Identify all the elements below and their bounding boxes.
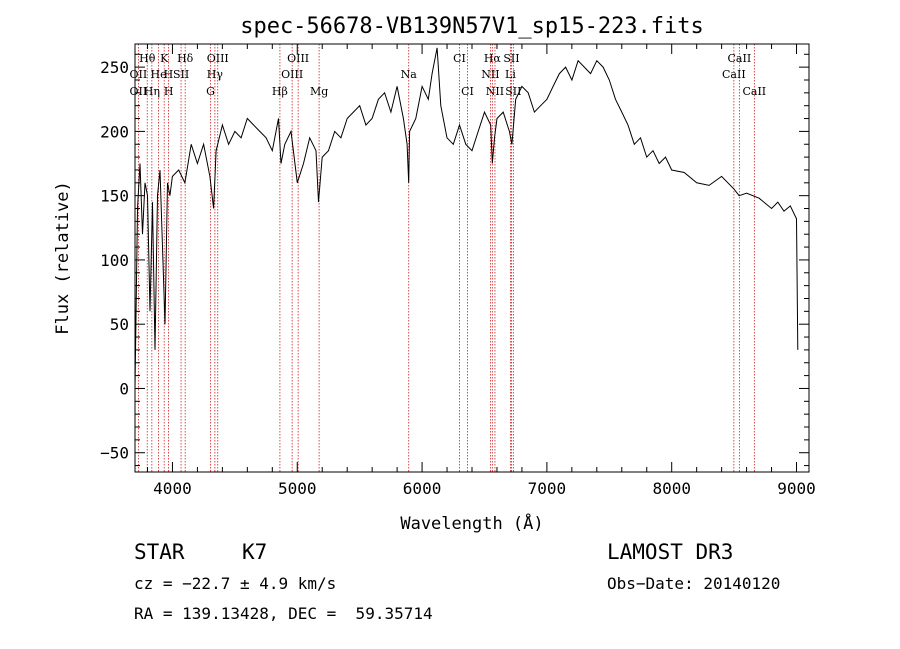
line-label: OIII xyxy=(287,52,309,65)
survey-label: LAMOST DR3 xyxy=(607,540,734,564)
axes-ticks: 4000 5000 6000 7000 8000 9000 −50 0 50 100 150 200 2… xyxy=(100,44,816,498)
y-tick-label: 200 xyxy=(100,122,129,141)
line-label: Hα xyxy=(484,52,502,65)
x-tick-label: 5000 xyxy=(278,479,317,498)
line-label: NII xyxy=(486,85,504,98)
line-label: Hβ xyxy=(272,85,288,98)
line-label: Hθ xyxy=(139,52,156,65)
subclass-label: K7 xyxy=(242,540,268,564)
x-tick-label: 4000 xyxy=(153,479,192,498)
line-label: OII xyxy=(130,68,148,81)
x-tick-label: 7000 xyxy=(528,479,567,498)
x-tick-label: 6000 xyxy=(403,479,442,498)
line-label: G xyxy=(206,85,215,98)
line-label: OIII xyxy=(281,68,303,81)
y-tick-label: 0 xyxy=(119,379,129,398)
chart-title: spec-56678-VB139N57V1_sp15-223.fits xyxy=(240,14,704,39)
line-label: H xyxy=(164,68,174,81)
plot-frame xyxy=(134,43,810,473)
redshift-text: cz = −22.7 ± 4.9 km/s xyxy=(134,574,337,593)
line-label: CaII xyxy=(742,85,766,98)
line-label: Na xyxy=(401,68,418,81)
class-label: STAR xyxy=(134,540,185,564)
line-label: H xyxy=(164,85,174,98)
line-label: Hδ xyxy=(177,52,194,65)
line-label: Hγ xyxy=(207,68,224,81)
line-label: OII xyxy=(130,85,148,98)
line-label: Hη xyxy=(144,85,160,98)
line-label: SII xyxy=(503,52,519,65)
emission-line-markers xyxy=(137,44,755,472)
x-axis-label: Wavelength (Å) xyxy=(400,512,543,534)
x-tick-label: 9000 xyxy=(777,479,816,498)
y-tick-label: 250 xyxy=(100,58,129,77)
line-label: Mg xyxy=(310,85,328,98)
line-label: CaII xyxy=(722,68,746,81)
line-label: K xyxy=(160,52,169,65)
obs-date-text: Obs−Date: 20140120 xyxy=(607,574,781,593)
line-label: NII xyxy=(481,68,499,81)
line-label: SII xyxy=(173,68,189,81)
line-label: CI xyxy=(461,85,474,98)
y-tick-label: 100 xyxy=(100,251,129,270)
line-label: He xyxy=(151,68,167,81)
x-tick-label: 8000 xyxy=(652,479,691,498)
line-label: CI xyxy=(453,52,466,65)
coordinates-text: RA = 139.13428, DEC = 59.35714 xyxy=(134,604,433,623)
flux-series-line xyxy=(134,47,799,389)
line-label: CaII xyxy=(728,52,752,65)
y-tick-label: −50 xyxy=(100,444,129,463)
line-label: OIII xyxy=(207,52,229,65)
y-tick-label: 150 xyxy=(100,187,129,206)
y-tick-label: 50 xyxy=(110,315,129,334)
line-label: Li xyxy=(505,68,516,81)
y-axis-label: Flux (relative) xyxy=(53,181,73,335)
